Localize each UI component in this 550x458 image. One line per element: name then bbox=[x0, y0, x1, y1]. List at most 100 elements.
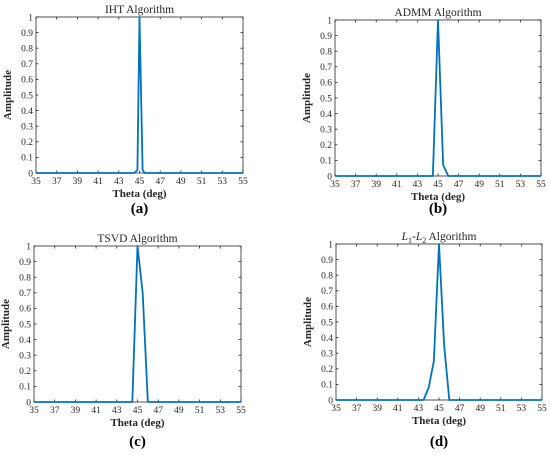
x-axis-label: Theta (deg) bbox=[110, 417, 164, 429]
y-tick-label: 0.6 bbox=[321, 303, 333, 313]
chart-panel-4: 35 37 39 41 43 45 47 49 51 53 55 0 0.1 0.2 0.3 0.4 0.5 0.… bbox=[302, 231, 547, 450]
x-tick-label: 45 bbox=[434, 404, 444, 414]
y-tick-label: 0.2 bbox=[21, 138, 33, 148]
y-axis-label: Amplitude bbox=[302, 297, 314, 347]
y-tick-label: 0.8 bbox=[320, 48, 332, 58]
y-axis-label: Amplitude bbox=[0, 299, 12, 349]
y-tick-label: 0 bbox=[26, 398, 31, 408]
x-tick-label: 45 bbox=[135, 177, 145, 187]
x-tick-label: 55 bbox=[537, 404, 547, 414]
y-tick-label: 0.5 bbox=[321, 318, 333, 328]
y-tick-label: 0.9 bbox=[321, 256, 333, 266]
y-axis-label: Amplitude bbox=[2, 70, 14, 120]
x-tick-label: 49 bbox=[174, 406, 184, 416]
y-tick-label: 0.5 bbox=[21, 91, 33, 101]
series-line bbox=[36, 16, 243, 174]
x-tick-label: 51 bbox=[495, 180, 505, 190]
y-tick-label: 0.5 bbox=[19, 320, 31, 330]
x-tick-label: 45 bbox=[133, 406, 143, 416]
chart-title: ADMM Algorithm bbox=[394, 7, 481, 19]
chart-title: L1-L2 Algorithm bbox=[401, 231, 477, 245]
x-tick-label: 55 bbox=[236, 406, 246, 416]
chart-panel-3: 35 37 39 41 43 45 47 49 51 53 55 0 0.1 0.2 0.3 0.4 0.5 0.… bbox=[0, 233, 246, 450]
x-tick-label: 49 bbox=[176, 177, 186, 187]
y-tick-label: 0.7 bbox=[21, 60, 33, 70]
x-tick-label: 39 bbox=[372, 404, 382, 414]
y-tick-label: 0.7 bbox=[321, 287, 333, 297]
y-tick-label: 0.2 bbox=[320, 141, 332, 151]
x-tick-label: 37 bbox=[50, 406, 60, 416]
x-tick-label: 53 bbox=[216, 406, 226, 416]
y-tick-label: 0.1 bbox=[321, 381, 333, 391]
x-tick-label: 49 bbox=[474, 180, 484, 190]
x-tick-label: 53 bbox=[516, 180, 526, 190]
x-axis-label: Theta (deg) bbox=[112, 188, 166, 200]
x-tick-label: 37 bbox=[352, 404, 362, 414]
y-tick-label: 0.6 bbox=[21, 76, 33, 86]
x-tick-label: 35 bbox=[331, 404, 341, 414]
y-axis-label: Amplitude bbox=[301, 73, 313, 123]
y-tick-label: 0.8 bbox=[19, 274, 31, 284]
y-tick-label: 0.3 bbox=[320, 126, 332, 136]
y-tick-label: 0.3 bbox=[19, 352, 31, 362]
y-tick-label: 1 bbox=[26, 242, 31, 252]
y-tick-label: 0.9 bbox=[19, 258, 31, 268]
y-tick-label: 1 bbox=[328, 240, 333, 250]
y-tick-label: 0 bbox=[28, 169, 33, 179]
x-tick-label: 43 bbox=[114, 177, 124, 187]
y-tick-label: 0.3 bbox=[21, 123, 33, 133]
series-line bbox=[336, 243, 542, 401]
y-tick-label: 0.7 bbox=[19, 289, 31, 299]
x-tick-label: 55 bbox=[238, 177, 248, 187]
x-tick-label: 53 bbox=[517, 404, 527, 414]
x-tick-label: 35 bbox=[330, 180, 340, 190]
x-tick-label: 37 bbox=[351, 180, 361, 190]
y-tick-label: 0.1 bbox=[19, 383, 31, 393]
x-tick-label: 39 bbox=[71, 406, 81, 416]
y-tick-label: 0.2 bbox=[321, 365, 333, 375]
x-tick-label: 51 bbox=[195, 406, 205, 416]
x-tick-label: 47 bbox=[454, 180, 464, 190]
x-tick-label: 51 bbox=[496, 404, 506, 414]
x-tick-label: 47 bbox=[455, 404, 465, 414]
y-tick-label: 0.8 bbox=[21, 45, 33, 55]
y-tick-label: 0 bbox=[328, 396, 333, 406]
x-tick-label: 47 bbox=[155, 177, 165, 187]
chart-panel-2: 35 37 39 41 43 45 47 49 51 53 55 0 0.1 0.2 0.3 0.4 0.5 0.… bbox=[301, 7, 546, 217]
x-tick-label: 37 bbox=[52, 177, 62, 187]
y-tick-label: 0.9 bbox=[21, 29, 33, 39]
x-tick-label: 41 bbox=[91, 406, 101, 416]
x-tick-label: 35 bbox=[29, 406, 39, 416]
panel-caption: (c) bbox=[129, 434, 146, 450]
y-tick-label: 0.4 bbox=[19, 336, 31, 346]
x-tick-label: 49 bbox=[475, 404, 485, 414]
x-tick-label: 41 bbox=[392, 180, 402, 190]
x-tick-label: 39 bbox=[371, 180, 381, 190]
x-axis-label: Theta (deg) bbox=[412, 415, 466, 427]
panel-caption: (d) bbox=[430, 434, 448, 450]
x-tick-label: 35 bbox=[31, 177, 41, 187]
x-tick-label: 45 bbox=[433, 180, 443, 190]
y-tick-label: 0.6 bbox=[19, 305, 31, 315]
x-tick-label: 43 bbox=[414, 404, 424, 414]
plot-frame bbox=[335, 243, 543, 401]
y-tick-label: 0.6 bbox=[320, 79, 332, 89]
panel-caption: (b) bbox=[429, 201, 447, 217]
series-line bbox=[34, 245, 241, 403]
y-tick-label: 0.4 bbox=[320, 110, 332, 120]
chart-panel-1: 35 37 39 41 43 45 47 49 51 53 55 0 0.1 0.2 0.3 0.4 0.5 0.… bbox=[2, 4, 248, 217]
x-tick-label: 53 bbox=[218, 177, 228, 187]
x-tick-label: 41 bbox=[93, 177, 103, 187]
y-tick-label: 0.2 bbox=[19, 367, 31, 377]
x-tick-label: 41 bbox=[393, 404, 403, 414]
y-tick-label: 0.5 bbox=[320, 94, 332, 104]
series-line bbox=[335, 19, 541, 177]
chart-title: TSVD Algorithm bbox=[97, 233, 177, 245]
x-tick-label: 51 bbox=[197, 177, 207, 187]
panel-caption: (a) bbox=[131, 201, 149, 217]
x-tick-label: 47 bbox=[153, 406, 163, 416]
y-tick-label: 0.7 bbox=[320, 63, 332, 73]
y-tick-label: 0.4 bbox=[21, 107, 33, 117]
y-tick-label: 0.3 bbox=[321, 350, 333, 360]
